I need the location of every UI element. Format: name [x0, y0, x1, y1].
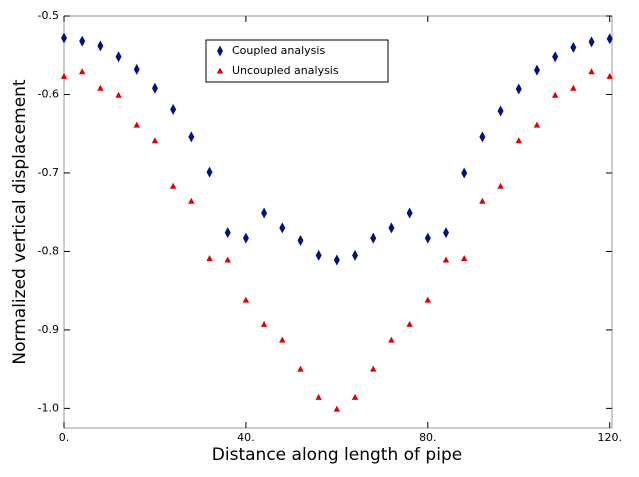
point	[260, 320, 268, 327]
point	[406, 320, 413, 327]
point	[170, 103, 177, 115]
legend-marker	[216, 67, 224, 74]
point	[442, 256, 450, 263]
point	[570, 84, 577, 91]
point	[169, 182, 177, 189]
point	[151, 137, 159, 144]
point	[370, 365, 377, 372]
point	[133, 63, 140, 75]
x-axis-label: Distance along length of pipe	[212, 445, 462, 465]
point	[570, 41, 577, 53]
point	[297, 365, 304, 372]
point	[115, 51, 122, 63]
point	[443, 227, 450, 239]
point	[551, 91, 559, 98]
y-tick-label: -0.9	[38, 323, 59, 336]
y-tick-label: -1.0	[38, 401, 59, 414]
point	[533, 64, 540, 76]
point	[133, 121, 140, 128]
point	[224, 227, 231, 239]
point	[424, 296, 432, 303]
point	[188, 131, 195, 143]
point	[333, 405, 341, 412]
y-tick-label: -0.6	[38, 87, 59, 100]
point	[588, 68, 595, 75]
point	[224, 256, 231, 263]
x-tick-label: 120.	[597, 431, 622, 444]
point	[388, 222, 395, 234]
point	[606, 72, 613, 79]
point	[460, 254, 468, 261]
point	[497, 105, 504, 117]
point	[79, 35, 86, 47]
point	[315, 249, 322, 261]
y-tick-label: -0.8	[38, 244, 59, 257]
point	[61, 32, 67, 44]
point	[370, 232, 377, 244]
point	[151, 82, 158, 94]
point	[242, 296, 250, 303]
point	[388, 336, 395, 343]
y-axis-label: Normalized vertical displacement	[10, 79, 30, 364]
legend-box	[205, 39, 389, 83]
point	[515, 137, 522, 144]
point	[315, 393, 322, 400]
point	[461, 167, 468, 179]
point	[351, 393, 359, 400]
x-tick-label: 80.	[419, 431, 437, 444]
point	[588, 36, 595, 48]
x-tick-label: 40.	[237, 431, 255, 444]
point	[115, 91, 122, 98]
y-tick-label: -0.5	[38, 9, 59, 22]
point	[352, 249, 359, 261]
x-tick-label: 0.	[59, 431, 70, 444]
point	[97, 84, 104, 91]
point	[242, 232, 249, 244]
plot-frame	[63, 15, 613, 429]
point	[206, 254, 213, 261]
point	[333, 254, 340, 266]
point	[206, 166, 213, 178]
point	[60, 72, 68, 79]
point	[406, 207, 413, 219]
point	[97, 40, 104, 52]
point	[515, 83, 522, 95]
point	[424, 232, 431, 244]
point	[497, 182, 504, 189]
point	[479, 131, 486, 143]
y-tick-label: -0.7	[38, 166, 59, 179]
legend-label: Uncoupled analysis	[232, 64, 339, 77]
point	[533, 121, 541, 128]
point	[188, 197, 195, 204]
point	[279, 336, 286, 343]
legend-label: Coupled analysis	[232, 44, 325, 57]
point	[552, 51, 559, 63]
point	[279, 222, 286, 234]
legend-marker	[217, 45, 223, 57]
point	[606, 33, 613, 45]
point	[78, 68, 86, 75]
point	[261, 207, 268, 219]
point	[297, 234, 304, 246]
point	[479, 197, 486, 204]
